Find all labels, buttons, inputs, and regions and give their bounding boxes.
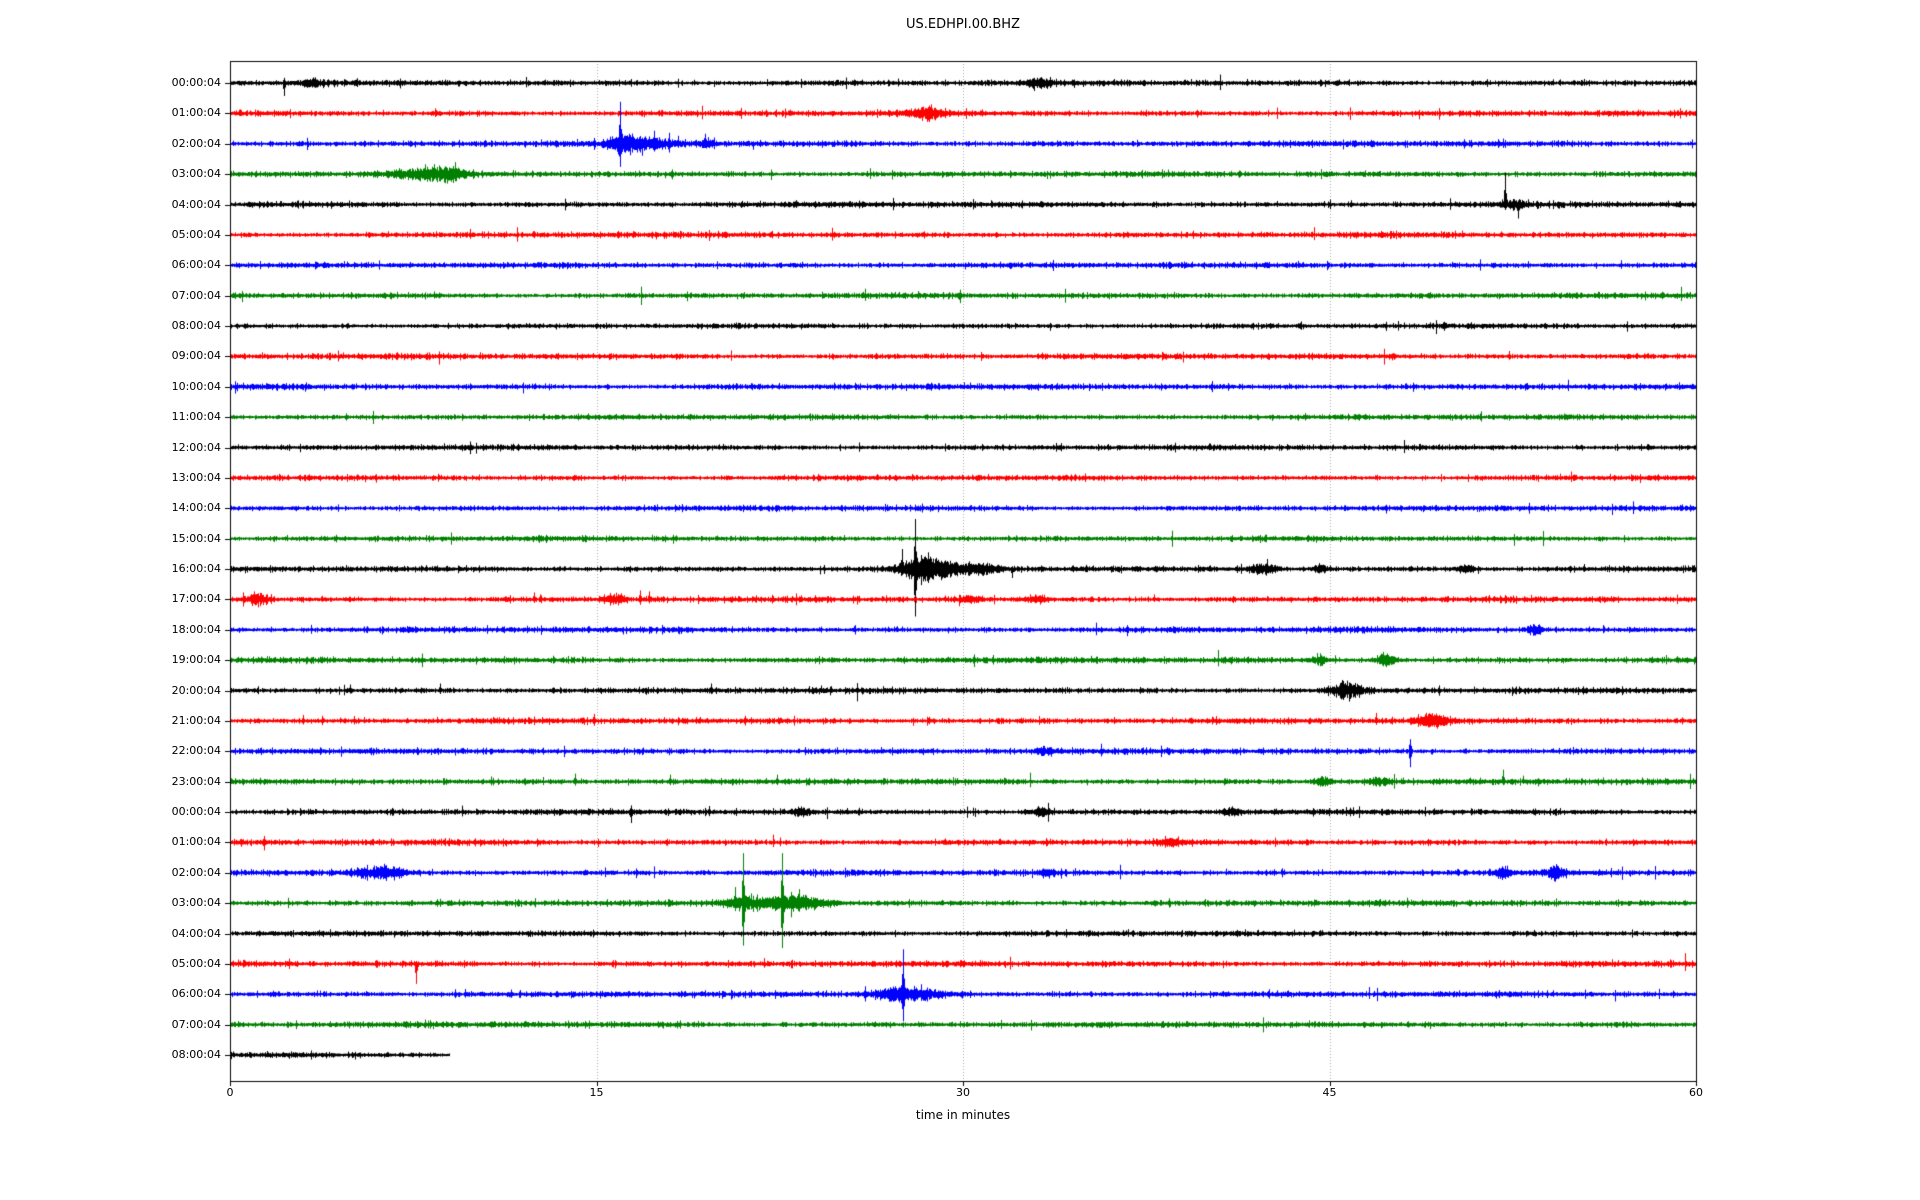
y-tick-label: 15:00:04: [171, 531, 221, 545]
y-tick-label: 06:00:04: [171, 258, 221, 272]
y-tick-label: 11:00:04: [171, 410, 221, 424]
y-tick-label: 04:00:04: [171, 197, 221, 211]
y-tick-label: 18:00:04: [171, 622, 221, 636]
x-tick-label: 15: [589, 1086, 604, 1099]
y-tick-label: 08:00:04: [171, 319, 221, 332]
y-tick-label: 14:00:04: [171, 501, 221, 515]
y-tick-label: 06:00:04: [171, 987, 221, 1001]
x-axis-title: time in minutes: [915, 1108, 1011, 1122]
y-tick-label: 04:00:04: [171, 926, 221, 940]
y-tick-label: 10:00:04: [171, 379, 221, 393]
y-tick-label: 00:00:04: [171, 805, 221, 818]
y-tick-label: 12:00:04: [171, 440, 221, 454]
y-tick-label: 00:00:04: [171, 76, 221, 89]
y-tick-label: 02:00:04: [171, 865, 221, 879]
x-tick-label: 60: [1689, 1086, 1703, 1099]
y-tick-label: 21:00:04: [171, 713, 221, 727]
y-tick-label: 17:00:04: [171, 592, 221, 606]
y-tick-label: 05:00:04: [171, 227, 221, 241]
y-tick-label: 03:00:04: [171, 896, 221, 910]
y-tick-label: 05:00:04: [171, 956, 221, 970]
x-tick-label: 45: [1322, 1086, 1337, 1099]
y-tick-label: 22:00:04: [171, 744, 221, 758]
y-tick-label: 13:00:04: [171, 470, 221, 484]
y-tick-label: 01:00:04: [171, 106, 221, 120]
y-tick-label: 07:00:04: [171, 288, 221, 302]
y-tick-label: 23:00:04: [171, 774, 221, 788]
y-tick-label: 01:00:04: [171, 835, 221, 849]
y-tick-label: 16:00:04: [171, 562, 221, 575]
y-tick-label: 20:00:04: [171, 683, 221, 697]
y-tick-label: 08:00:04: [171, 1048, 221, 1061]
y-tick-label: 19:00:04: [171, 653, 221, 667]
y-tick-label: 02:00:04: [171, 136, 221, 150]
x-tick-label: 30: [956, 1086, 970, 1099]
y-tick-label: 03:00:04: [171, 167, 221, 181]
y-tick-label: 07:00:04: [171, 1017, 221, 1031]
x-tick-label: 0: [226, 1086, 234, 1099]
y-tick-label: 09:00:04: [171, 349, 221, 363]
